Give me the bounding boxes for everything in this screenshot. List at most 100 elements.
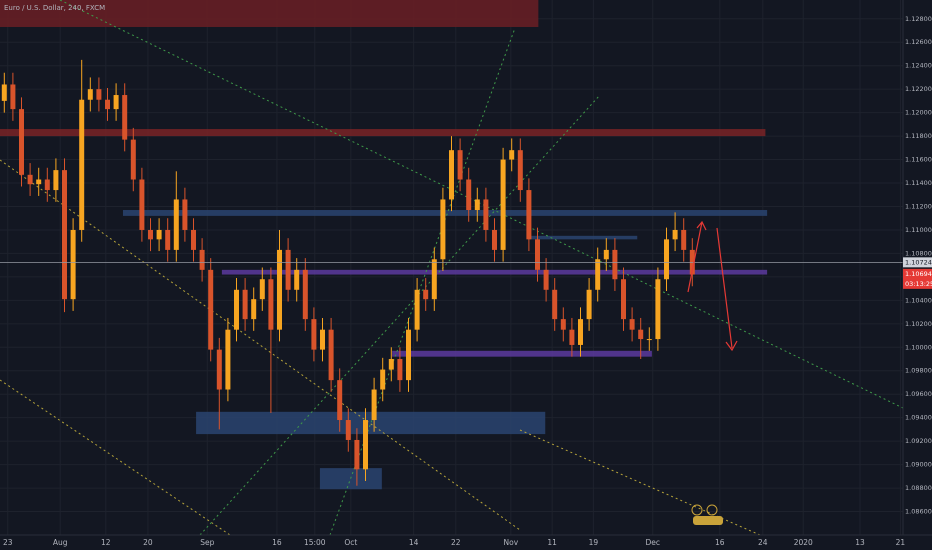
x-tick-label: 15:00 [304,538,326,547]
x-tick-label: Sep [200,538,214,547]
x-tick-label: 20 [143,538,153,547]
y-tick-label: 1.09400 [905,414,932,422]
x-tick-label: 21 [896,538,906,547]
candle-body [130,139,136,180]
logo-icon [693,516,723,525]
candle-body [457,150,463,180]
axes: 1.08600 1.08800 1.09000 1.09200 1.09400 1.096… [3,15,932,547]
trendline [519,429,761,536]
candle-body [277,249,282,330]
candle-body [646,339,652,341]
candle-body [397,359,403,381]
y-tick-label: 1.10200 [905,320,932,328]
y-tick-label: 1.11000 [905,226,932,234]
x-tick-label: 16 [715,538,725,547]
candle-body [122,95,128,140]
candle-body [664,239,669,280]
candle-body [431,259,437,300]
arrow-up [687,220,707,293]
candle-body [406,329,411,381]
x-tick-label: 23 [3,538,13,547]
trendline [0,159,521,531]
candle-body [655,279,661,340]
zone [528,235,638,240]
candle-body [535,239,540,270]
candle-body [208,269,214,350]
candle-body [603,249,609,260]
price-label-bg [903,257,932,268]
candle-body [199,249,205,270]
candle-body [234,289,239,330]
logo-icon [691,504,703,516]
candle-body [526,190,532,240]
candle-body [569,329,575,345]
candle-body [105,99,110,110]
candle-body [191,229,196,250]
candle-body [380,369,386,390]
candle-body [113,95,119,110]
candles [1,59,695,486]
y-tick-label: 1.09200 [905,437,932,445]
y-tick-label: 1.09000 [905,461,932,469]
candle-body [672,229,678,240]
candle-body [251,299,257,320]
y-tick-label: 1.10000 [905,343,932,351]
logo [691,504,723,525]
candle-body [629,319,635,330]
zone [392,350,652,357]
zone [196,411,546,435]
x-tick-label: 22 [451,538,461,547]
chart-title: Euro / U.S. Dollar, 240, FXCM [4,4,105,12]
candle-body [79,99,85,230]
candle-body [139,179,145,230]
candle-body [19,109,24,175]
candle-body [449,150,454,200]
y-tick-label: 1.11400 [905,179,932,187]
countdown-label: 03:13:25 [905,280,932,288]
candle-body [337,380,343,421]
candle-body [328,329,334,381]
last-price-label: 1.10724 [905,258,932,266]
y-tick-label: 1.11200 [905,202,932,210]
y-tick-label: 1.09600 [905,390,932,398]
candle-body [10,84,16,110]
arrow-down [716,227,738,352]
candle-body [388,359,394,370]
y-tick-label: 1.12600 [905,38,932,46]
candle-body [492,229,497,250]
x-tick-label: 2020 [794,538,813,547]
candle-body [148,229,153,240]
candle-body [27,174,33,185]
y-tick-label: 1.12800 [905,15,932,23]
y-tick-label: 1.11600 [905,156,932,164]
candle-body [595,259,601,290]
trendline [59,0,904,409]
candle-body [500,159,506,250]
candle-body [371,389,377,421]
candle-body [612,249,618,280]
zone [0,0,539,27]
logo-icon [706,504,718,516]
candle-body [474,199,480,211]
candle-body [53,170,59,191]
x-tick-label: Aug [53,538,68,547]
candle-body [414,289,420,330]
candle-body [216,349,222,390]
candle-body [638,329,644,340]
candle-body [509,150,515,160]
candle-body [70,229,76,300]
candle-body [320,329,325,350]
x-tick-label: Dec [645,538,660,547]
y-tick-label: 1.08600 [905,508,932,516]
x-tick-label: 12 [101,538,111,547]
y-tick-label: 1.11800 [905,132,932,140]
candle-body [242,289,248,320]
candle-body [87,89,93,100]
x-tick-label: 24 [758,538,768,547]
zone [221,269,768,275]
candle-body [345,420,351,440]
trendline [199,94,601,536]
candle-body [225,329,231,390]
